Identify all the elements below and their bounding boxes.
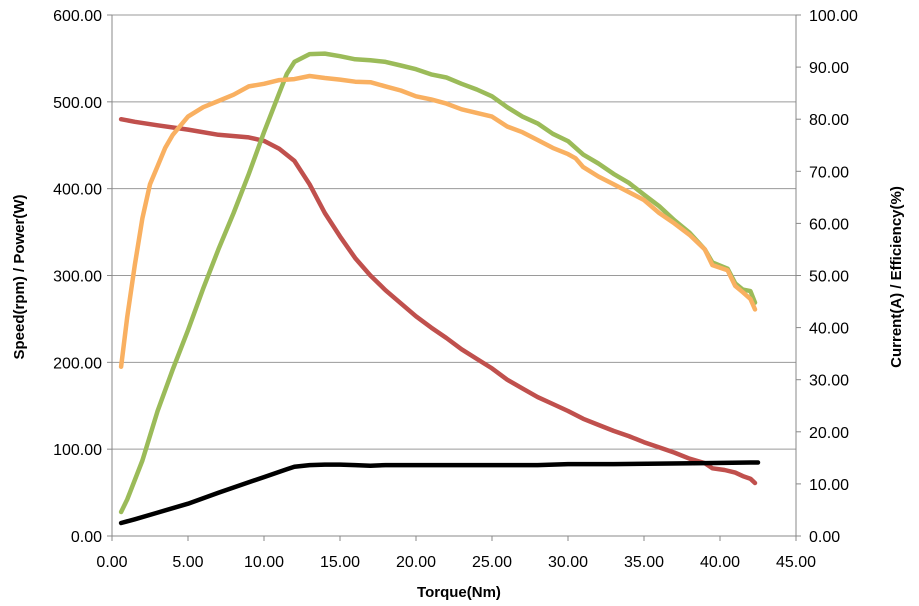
x-tick-label: 5.00	[172, 554, 203, 571]
series-line-3	[118, 73, 758, 369]
x-tick-label: 30.00	[548, 554, 588, 571]
y-left-axis-title: Speed(rpm) / Power(W)	[11, 194, 28, 359]
y-right-tick-label: 100.00	[809, 8, 858, 25]
series-line-2	[118, 51, 758, 515]
y-right-tick-label: 20.00	[809, 425, 849, 442]
tick-labels: 0.00 100.00 200.00 300.00 400.00 500.00 600.00…	[53, 8, 858, 571]
x-tick-label: 15.00	[320, 554, 360, 571]
y-right-axis-title: Current(A) / Efficiency(%)	[888, 186, 905, 368]
y-right-tick-label: 50.00	[809, 269, 849, 286]
y-right-tick-label: 90.00	[809, 60, 849, 77]
y-left-tick-label: 200.00	[53, 355, 102, 372]
axes	[111, 15, 797, 537]
x-tick-label: 0.00	[96, 554, 127, 571]
series-line-1	[118, 116, 758, 486]
gridlines	[107, 14, 801, 541]
y-left-tick-label: 0.00	[71, 529, 102, 546]
y-right-tick-label: 30.00	[809, 373, 849, 390]
y-right-tick-label: 70.00	[809, 164, 849, 181]
y-left-tick-label: 100.00	[53, 442, 102, 459]
y-right-tick-label: 60.00	[809, 216, 849, 233]
y-left-tick-label: 600.00	[53, 8, 102, 25]
series-line-4	[118, 460, 761, 526]
x-tick-label: 25.00	[472, 554, 512, 571]
y-left-tick-label: 400.00	[53, 182, 102, 199]
y-left-tick-label: 500.00	[53, 95, 102, 112]
y-right-tick-label: 80.00	[809, 112, 849, 129]
x-tick-label: 40.00	[700, 554, 740, 571]
x-tick-label: 20.00	[396, 554, 436, 571]
x-tick-label: 35.00	[624, 554, 664, 571]
x-tick-label: 45.00	[776, 554, 816, 571]
y-right-tick-label: 0.00	[809, 529, 840, 546]
y-right-tick-label: 10.00	[809, 477, 849, 494]
y-left-tick-label: 300.00	[53, 269, 102, 286]
series-lines	[118, 51, 761, 526]
x-tick-label: 10.00	[244, 554, 284, 571]
x-axis-title: Torque(Nm)	[417, 584, 501, 601]
y-right-tick-label: 40.00	[809, 321, 849, 338]
